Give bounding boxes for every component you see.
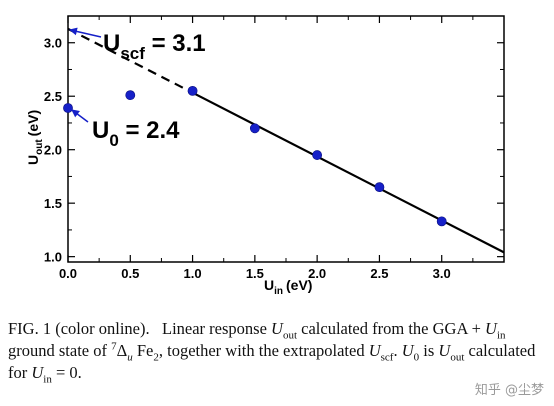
caption-fig-label: FIG. 1 (color online). (8, 319, 150, 338)
uscf-annotation-main: U (103, 30, 120, 57)
figure-caption: FIG. 1 (color online). Linear response U… (8, 318, 548, 386)
x-axis-label-sub: in (274, 286, 283, 297)
data-point (436, 216, 447, 227)
caption-text-7: calculated for (8, 341, 536, 382)
u0-annotation-value: = 2.4 (119, 117, 180, 144)
y-tick-label: 2.0 (44, 143, 62, 158)
caption-uscf: U (368, 341, 381, 360)
caption-state-u: u (127, 351, 133, 364)
caption-text-8: = 0. (51, 363, 82, 382)
caption-text-1: Linear response (161, 319, 272, 338)
y-axis-label-main: U (25, 155, 41, 165)
y-tick-label: 2.5 (44, 89, 62, 104)
caption-uout2: U (438, 341, 451, 360)
x-tick-label: 2.5 (370, 266, 388, 281)
fit-line-solid (192, 91, 505, 254)
caption-text-4: , together with the extrapolated (158, 341, 369, 360)
y-tick-label: 3.0 (44, 36, 62, 51)
x-tick-label: 0.0 (59, 266, 77, 281)
uscf-annotation-sub: scf (120, 44, 145, 63)
caption-state-sup: 7 (111, 340, 117, 353)
data-point (312, 150, 323, 160)
u0-annotation-main: U (92, 117, 109, 144)
data-point (249, 123, 260, 134)
y-tick-label: 1.5 (44, 196, 62, 211)
x-tick-label: 0.5 (121, 266, 139, 281)
caption-text-2: calculated from the GGA + (297, 319, 486, 338)
uscf-arrow (69, 27, 102, 38)
uscf-annotation: Uscf = 3.1 (103, 30, 206, 63)
data-point (63, 103, 73, 113)
uscf-annotation-value: = 3.1 (145, 30, 206, 57)
caption-u-in: U (485, 319, 497, 338)
caption-uscf-sub: scf (380, 351, 394, 364)
x-axis-ticks: 0.0 0.5 1.0 1.5 2.0 2.5 3.0 (59, 16, 474, 281)
y-tick-label: 1.0 (44, 250, 62, 265)
linear-response-chart: 0.0 0.5 1.0 1.5 2.0 2.5 3.0 1.0 1.5 2.0 2.5 3.0 Ui… (25, 15, 505, 297)
caption-text-3: ground state of (8, 341, 112, 360)
x-tick-label: 3.0 (433, 266, 451, 281)
caption-u-out: U (271, 319, 283, 338)
caption-text-6: is (419, 341, 439, 360)
caption-u0-sub: 0 (413, 351, 420, 364)
data-points (63, 85, 447, 227)
y-axis-label-unit: (eV) (25, 110, 41, 136)
caption-u-out-sub: out (282, 329, 298, 342)
caption-fe-sub: 2 (153, 351, 159, 364)
data-point (187, 85, 198, 96)
x-axis-label-main: U (264, 277, 274, 293)
caption-uin2: U (31, 363, 44, 382)
watermark: 知乎 @尘梦 (474, 383, 544, 398)
caption-state-delta: Δ (116, 341, 128, 360)
data-point (374, 182, 385, 193)
caption-text-5: . (393, 341, 402, 360)
caption-uout2-sub: out (450, 351, 465, 364)
data-point (125, 90, 136, 101)
caption-u-in-sub: in (496, 329, 506, 342)
x-tick-label: 1.0 (184, 266, 202, 281)
u0-annotation-sub: 0 (109, 131, 118, 150)
fit-line-dashed (67, 27, 194, 94)
x-tick-label: 2.0 (308, 266, 326, 281)
caption-uin2-sub: in (43, 373, 52, 386)
y-axis-ticks: 1.0 1.5 2.0 2.5 3.0 (44, 36, 504, 265)
x-axis-label: Uin (eV) (264, 277, 312, 297)
u0-arrow (71, 109, 89, 123)
y-axis-label: Uout (eV) (25, 110, 45, 165)
y-axis-label-sub: out (34, 139, 45, 155)
x-axis-label-unit: (eV) (286, 277, 312, 293)
caption-fe: Fe (132, 341, 154, 360)
u0-annotation: U0 = 2.4 (92, 117, 180, 150)
caption-u0: U (401, 341, 414, 360)
x-tick-label: 1.5 (246, 266, 264, 281)
fit-line-group (67, 27, 505, 254)
